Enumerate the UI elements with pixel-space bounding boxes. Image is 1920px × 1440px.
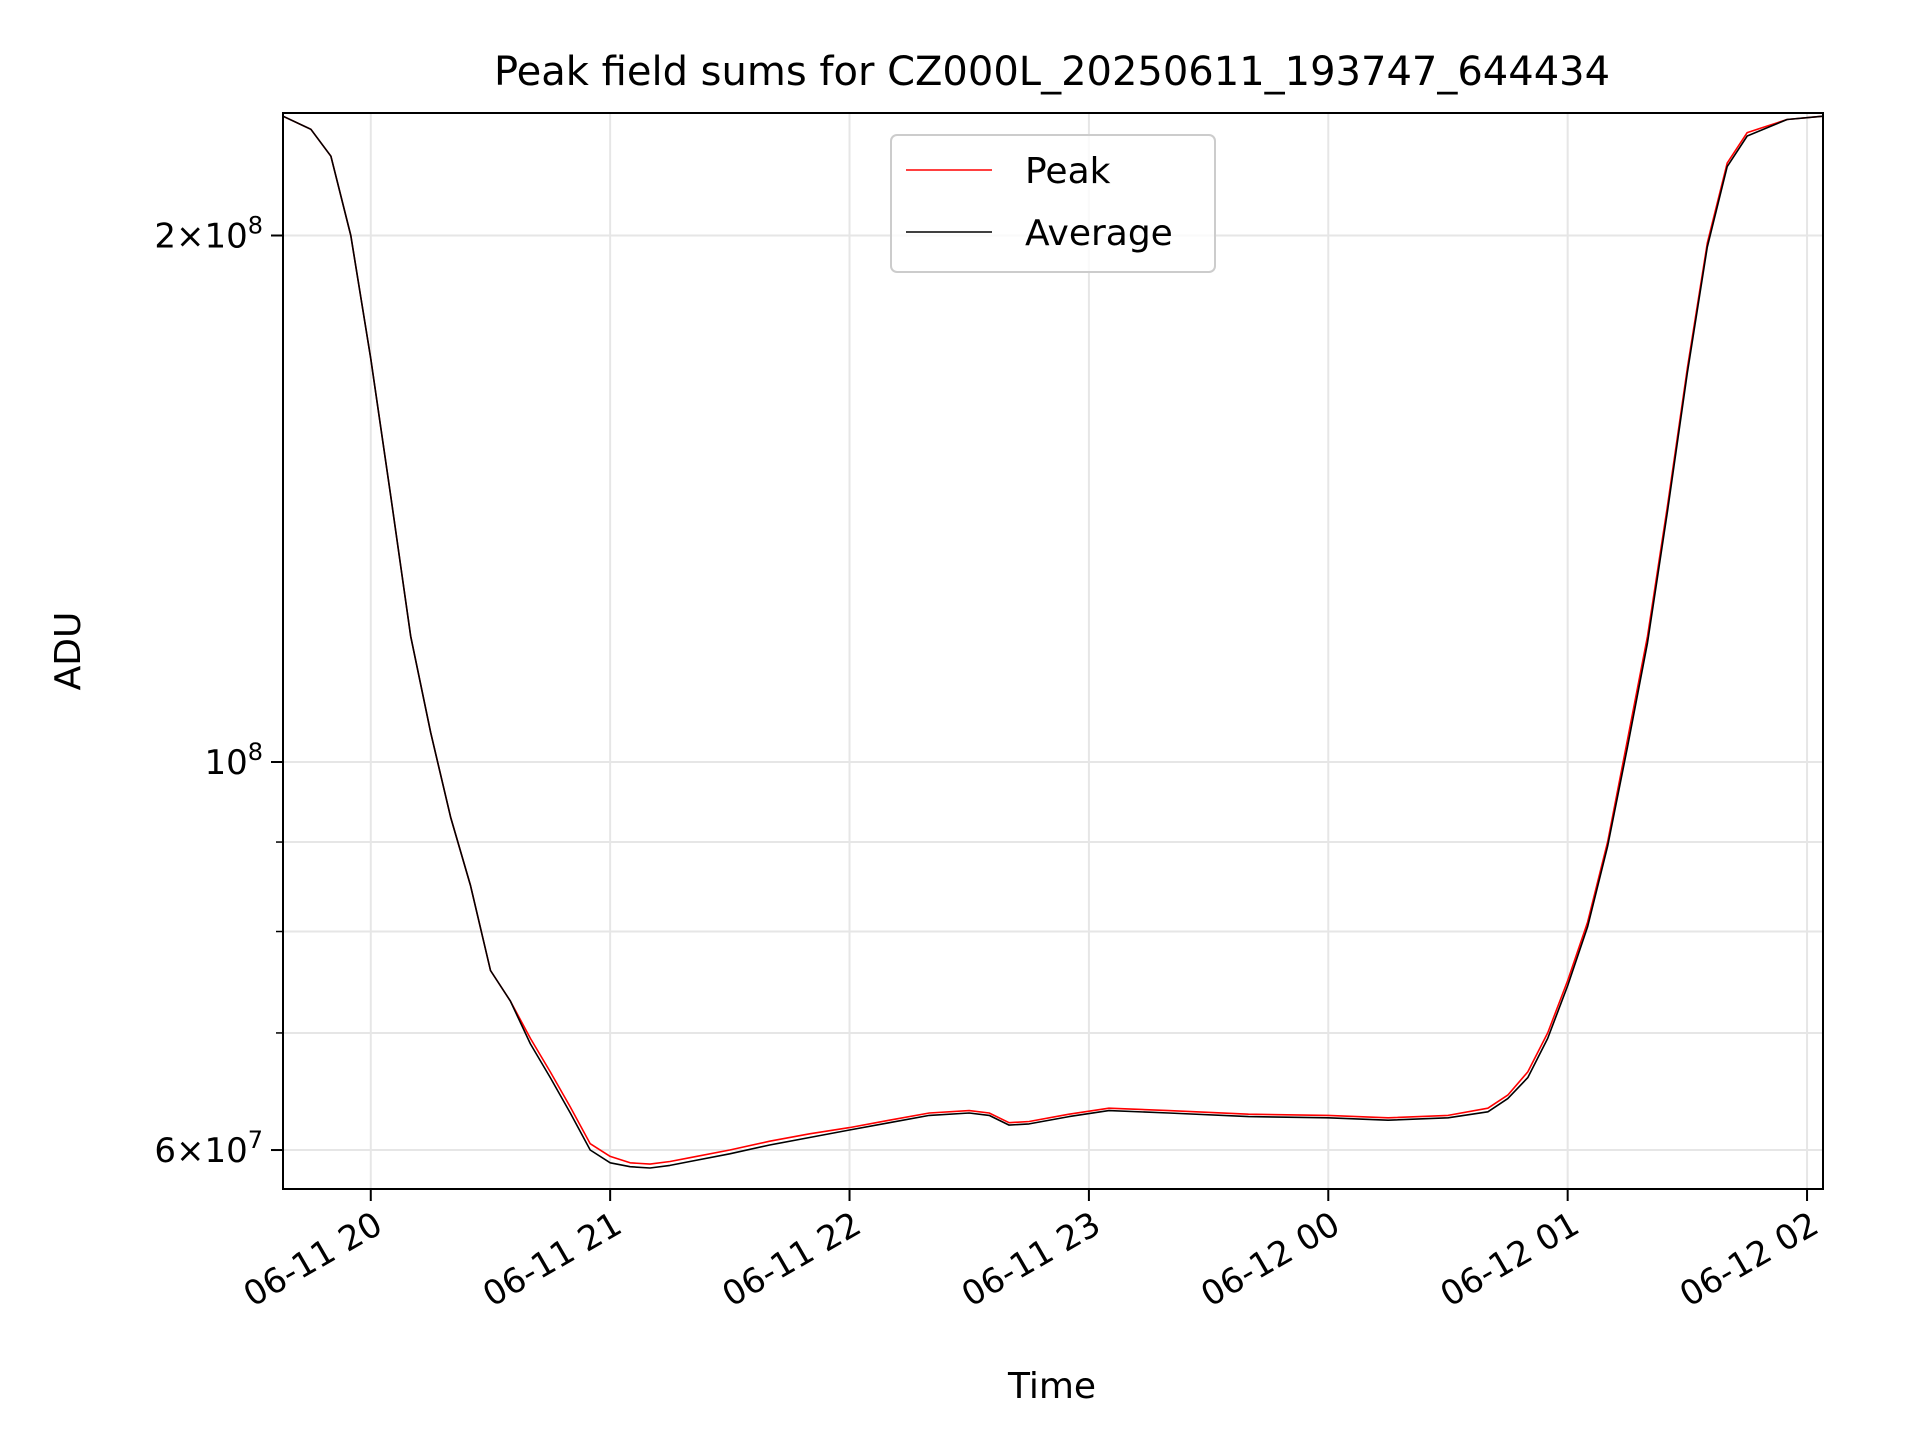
y-tick-label: 6×107 (154, 1126, 263, 1171)
y-tick-label: 2×108 (154, 211, 263, 256)
legend-peak-label: Peak (1025, 151, 1111, 192)
legend: Peak Average (890, 134, 1216, 273)
chart-title: Peak field sums for CZ000L_20250611_1937… (494, 49, 1610, 95)
series-average-line (282, 115, 1824, 1169)
legend-average-label: Average (1025, 213, 1173, 254)
plot-frame (282, 112, 1824, 1190)
y-axis-label: ADU (48, 612, 89, 691)
x-axis-label: Time (1007, 1366, 1096, 1407)
plot-lines (282, 115, 1824, 1169)
